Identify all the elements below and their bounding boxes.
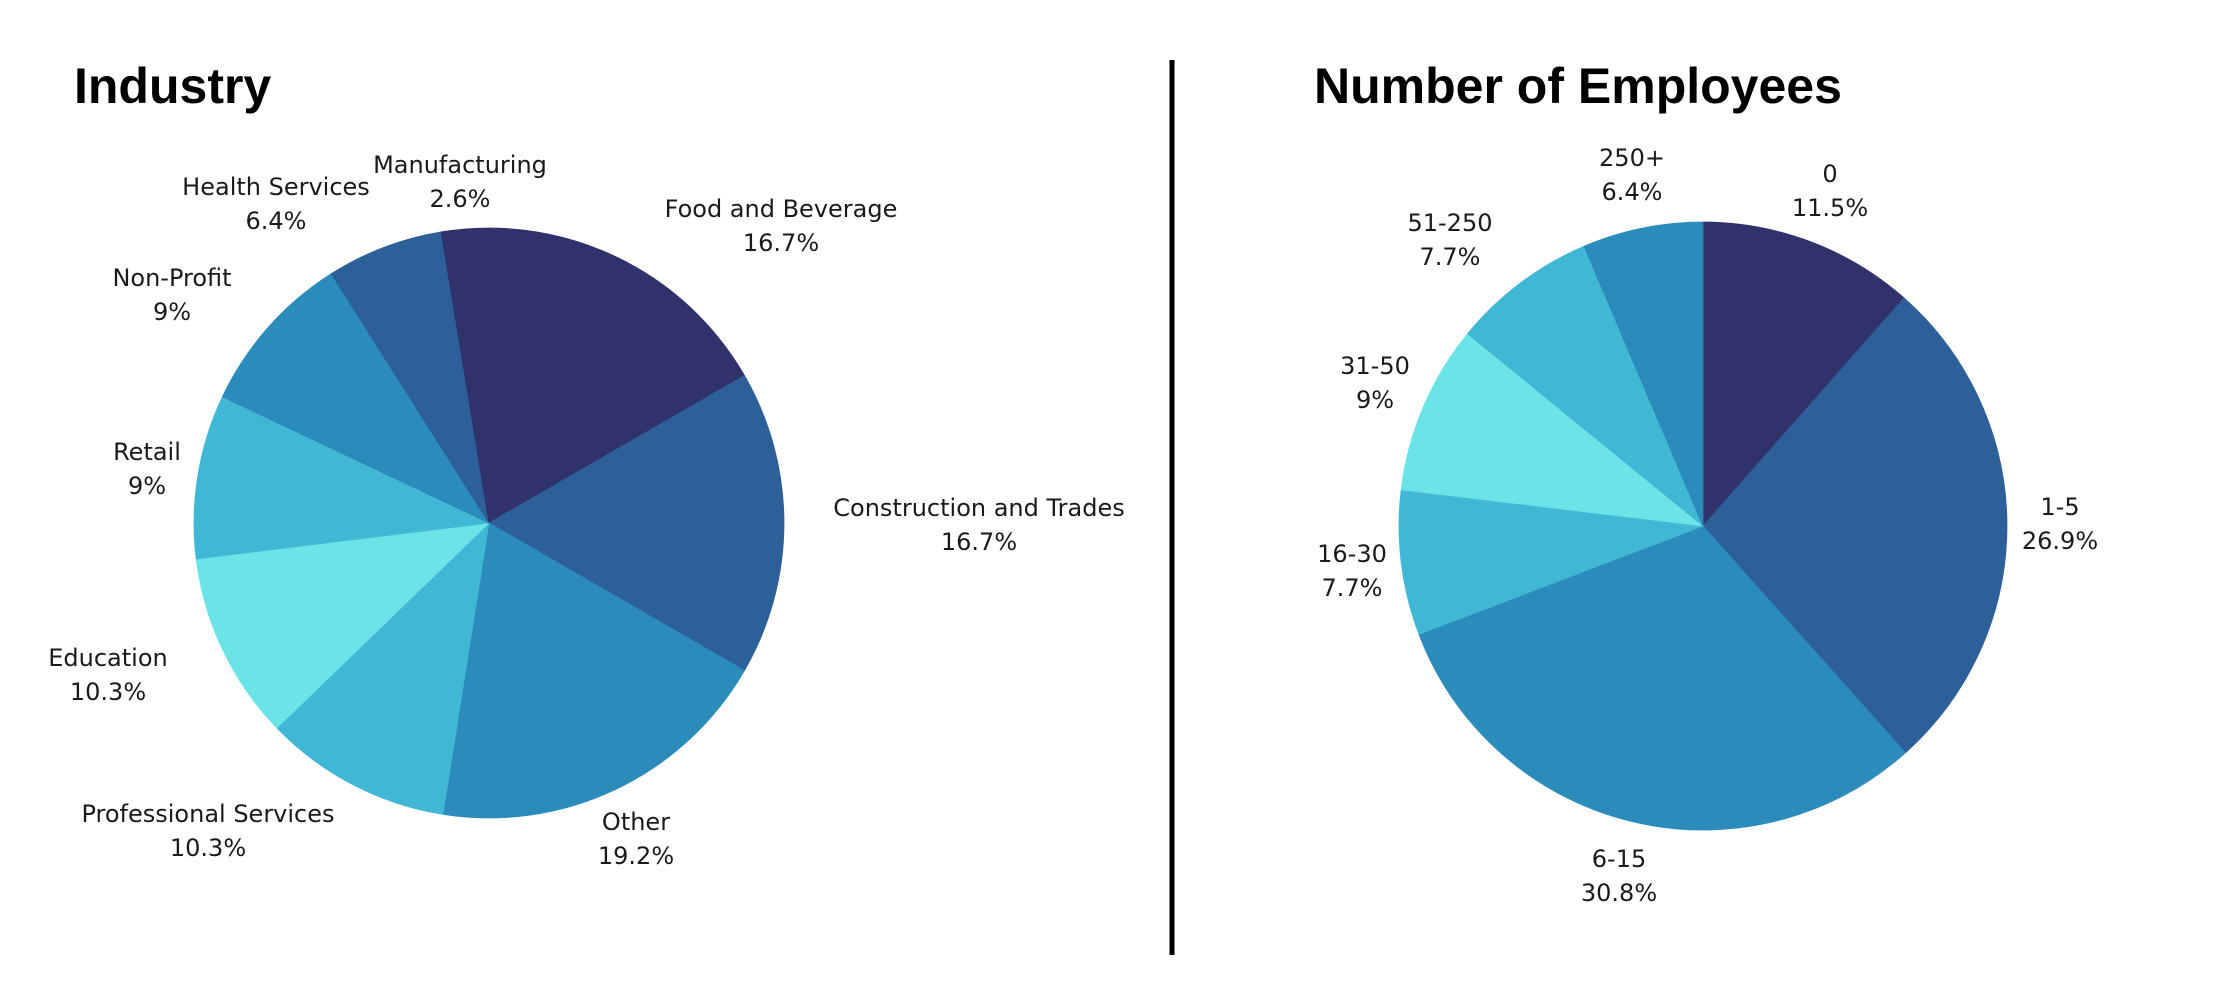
employees-slice-31-50 bbox=[1400, 333, 1705, 527]
slice-category-label: 16-30 bbox=[1317, 540, 1387, 568]
employees-label-6-15: 6-15 30.8% bbox=[1581, 845, 1657, 907]
employees-labels: 0 11.5% 1-5 26.9% 6-15 30.8% 16-30 7.7% 31-50 9% 5… bbox=[1317, 144, 2098, 907]
slice-percent-label: 9% bbox=[1356, 386, 1394, 414]
slice-category-label: 51-250 bbox=[1407, 209, 1492, 237]
slice-category-label: Retail bbox=[113, 438, 181, 466]
slice-percent-label: 19.2% bbox=[598, 842, 674, 870]
industry-slice-professional-services bbox=[276, 521, 490, 815]
industry-slices bbox=[193, 227, 785, 819]
slice-category-label: 250+ bbox=[1599, 144, 1665, 172]
slice-percent-label: 9% bbox=[128, 472, 166, 500]
employees-slices bbox=[1398, 221, 2008, 831]
industry-label-manufacturing: Manufacturing 2.6% bbox=[373, 151, 547, 213]
slice-category-label: Construction and Trades bbox=[833, 494, 1124, 522]
industry-slice-food-and-beverage bbox=[488, 227, 746, 524]
industry-label-construction-and-trades: Construction and Trades 16.7% bbox=[833, 494, 1124, 556]
employees-label-16-30: 16-30 7.7% bbox=[1317, 540, 1387, 602]
slice-percent-label: 10.3% bbox=[70, 678, 146, 706]
slice-category-label: 0 bbox=[1822, 160, 1837, 188]
slice-percent-label: 16.7% bbox=[941, 528, 1017, 556]
slice-category-label: Health Services bbox=[182, 173, 370, 201]
employees-pie-chart: Number of Employees 0 11.5% 1-5 26.9% 6-15 30… bbox=[1314, 58, 2098, 907]
slice-percent-label: 2.6% bbox=[430, 185, 491, 213]
employees-slice-51-250 bbox=[1466, 245, 1704, 527]
industry-slice-health-services bbox=[330, 231, 490, 524]
industry-slice-education bbox=[195, 522, 491, 729]
industry-slice-retail bbox=[193, 396, 491, 560]
employees-label-250-plus: 250+ 6.4% bbox=[1599, 144, 1665, 206]
slice-percent-label: 7.7% bbox=[1322, 574, 1383, 602]
industry-slice-other bbox=[442, 522, 746, 819]
slice-category-label: 6-15 bbox=[1592, 845, 1646, 873]
employees-label-0: 0 11.5% bbox=[1792, 160, 1868, 222]
slice-percent-label: 26.9% bbox=[2022, 527, 2098, 555]
employees-slice-16-30 bbox=[1398, 489, 1704, 635]
slice-category-label: 31-50 bbox=[1340, 352, 1410, 380]
employees-slice-1-5 bbox=[1702, 297, 2008, 754]
employees-label-51-250: 51-250 7.7% bbox=[1407, 209, 1492, 271]
employees-slice-250-plus bbox=[1583, 221, 1704, 527]
slice-percent-label: 10.3% bbox=[170, 834, 246, 862]
slice-percent-label: 11.5% bbox=[1792, 194, 1868, 222]
industry-label-non-profit: Non-Profit 9% bbox=[112, 264, 231, 326]
employees-chart-title: Number of Employees bbox=[1314, 58, 1842, 114]
employees-slice-0 bbox=[1702, 221, 1905, 528]
slice-category-label: Other bbox=[602, 808, 670, 836]
slice-percent-label: 6.4% bbox=[1602, 178, 1663, 206]
slice-category-label: Manufacturing bbox=[373, 151, 547, 179]
industry-slice-manufacturing bbox=[440, 227, 490, 524]
industry-label-retail: Retail 9% bbox=[113, 438, 181, 500]
slice-category-label: 1-5 bbox=[2040, 493, 2079, 521]
slice-category-label: Non-Profit bbox=[112, 264, 231, 292]
industry-pie-chart: Industry Food and Beverage 16.7%Construct… bbox=[48, 58, 1124, 870]
industry-label-education: Education 10.3% bbox=[48, 644, 167, 706]
industry-slice-construction-and-trades bbox=[488, 374, 785, 672]
slice-percent-label: 16.7% bbox=[743, 229, 819, 257]
employees-slice-6-15 bbox=[1418, 525, 1907, 831]
industry-label-food-and-beverage: Food and Beverage 16.7% bbox=[665, 195, 898, 257]
slice-category-label: Food and Beverage bbox=[665, 195, 898, 223]
employees-label-1-5: 1-5 26.9% bbox=[2022, 493, 2098, 555]
industry-label-professional-services: Professional Services 10.3% bbox=[81, 800, 334, 862]
industry-labels: Food and Beverage 16.7%Construction and T… bbox=[48, 151, 1124, 870]
slice-percent-label: 6.4% bbox=[246, 207, 307, 235]
employees-label-31-50: 31-50 9% bbox=[1340, 352, 1410, 414]
industry-slice-non-profit bbox=[221, 273, 491, 524]
slice-category-label: Professional Services bbox=[81, 800, 334, 828]
industry-chart-title: Industry bbox=[74, 58, 271, 114]
slice-percent-label: 7.7% bbox=[1420, 243, 1481, 271]
industry-label-other: Other 19.2% bbox=[598, 808, 674, 870]
industry-label-health-services: Health Services 6.4% bbox=[182, 173, 370, 235]
slice-category-label: Education bbox=[48, 644, 167, 672]
slice-percent-label: 30.8% bbox=[1581, 879, 1657, 907]
slice-percent-label: 9% bbox=[153, 298, 191, 326]
